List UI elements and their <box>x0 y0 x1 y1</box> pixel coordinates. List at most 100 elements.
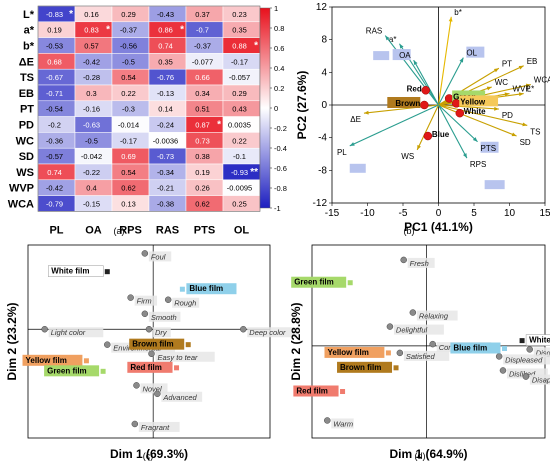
heatmap-cell-value: -0.73 <box>157 152 174 161</box>
film-point <box>174 365 180 371</box>
film-point <box>104 269 110 275</box>
film-point <box>502 346 508 352</box>
attribute-point <box>164 296 172 303</box>
attribute-label-box <box>138 421 180 432</box>
heatmap-cell-value: 0.0035 <box>228 121 251 130</box>
heatmap-cell-value: 0.57 <box>84 42 99 51</box>
loading-vector <box>438 104 478 143</box>
attribute-label-box <box>140 383 168 394</box>
panel-b-pca-biplot: -15 -10 -5 0 5 10 15 12 8 4 0 -4 -8 -12 PC1 (41.1%) PC2… <box>295 2 550 234</box>
attribute-point <box>154 390 161 398</box>
loading-label: PL <box>337 148 347 157</box>
x-axis-title: PC1 (41.1%) <box>404 220 473 234</box>
heatmap-cell-value: -0.43 <box>157 10 174 19</box>
attribute-point <box>324 417 331 424</box>
heatmap-cell-value: -0.5 <box>85 136 98 145</box>
film-label-box <box>450 342 501 354</box>
heatmap-cell-value: -0.79 <box>46 200 63 209</box>
attribute-label-box <box>161 391 203 402</box>
loading-arrowhead <box>459 57 464 63</box>
heatmap-cell-value: 0.54 <box>121 168 136 177</box>
attribute-label: Fresh <box>410 259 429 268</box>
attribute-label: Smooth <box>151 313 177 322</box>
attribute-label-box <box>506 368 548 379</box>
y-tick-label: -12 <box>313 198 328 209</box>
attribute-point <box>240 325 247 333</box>
attribute-label: Satisfied <box>406 352 436 361</box>
attribute-label-box <box>155 351 215 362</box>
sample-label: White <box>464 107 486 116</box>
legend-box <box>349 163 366 173</box>
significance-mark: * <box>180 25 184 36</box>
loading-label: RPS <box>470 160 486 169</box>
heatmap-row-label: TS <box>20 72 34 84</box>
heatmap-cell-value: -0.37 <box>120 26 137 35</box>
heatmap-cell-value: -0.15 <box>83 200 100 209</box>
loading-arrowhead <box>363 110 369 115</box>
attribute-point <box>104 341 111 348</box>
loading-vector <box>349 104 439 147</box>
attribute-label: Light color <box>51 328 86 337</box>
attribute-label-box <box>48 327 104 338</box>
loading-label: L* <box>527 85 535 94</box>
attribute-point <box>41 325 48 333</box>
colorbar-tick-label: -1 <box>274 204 281 213</box>
attribute-label-box <box>148 311 181 322</box>
heatmap-cell-value: -0.63 <box>83 121 100 130</box>
heatmap-row-label: WCA <box>8 199 34 211</box>
film-label-box <box>525 334 550 346</box>
attribute-label-box <box>134 295 158 306</box>
film-point <box>100 368 106 374</box>
film-label: Blue film <box>453 344 487 353</box>
film-point <box>519 338 525 344</box>
attribute-label: Foul <box>151 252 166 261</box>
heatmap-cell-value: 0.22 <box>232 136 247 145</box>
loading-vector <box>438 104 517 137</box>
attribute-label: Novel <box>142 384 162 393</box>
heatmap-cell-value: 0.74 <box>47 168 62 177</box>
loading-vector <box>438 57 464 106</box>
attribute-label: Delightful <box>396 326 428 335</box>
attribute-point <box>131 420 139 428</box>
heatmap-cell-value: 0.73 <box>195 136 210 145</box>
heatmap-cell-value: 0.43 <box>232 105 247 114</box>
heatmap-cell-value: 0.54 <box>121 73 136 82</box>
sample-point <box>444 94 454 103</box>
heatmap-cell-value: -0.2 <box>48 121 61 130</box>
attribute-point <box>386 323 394 330</box>
colorbar-tick-label: 0.4 <box>274 64 284 73</box>
film-point <box>347 280 353 286</box>
heatmap-cell-value: -0.42 <box>83 57 100 66</box>
heatmap-cell-value: 0.35 <box>232 26 247 35</box>
legend-box <box>373 51 390 61</box>
y-axis-title: PC2 (27.6%) <box>295 71 309 140</box>
heatmap-cell-value: 0.37 <box>195 10 210 19</box>
attribute-label: Easy to tear <box>158 353 199 362</box>
heatmap-cell-value: 0.25 <box>232 200 247 209</box>
film-label: Brown film <box>340 363 381 372</box>
loading-label: OL <box>466 49 477 58</box>
attribute-label: Relaxing <box>419 312 449 321</box>
heatmap-cell-value: -0.28 <box>83 73 100 82</box>
heatmap-col-label: RAS <box>156 224 179 236</box>
loading-arrowhead <box>448 16 453 22</box>
loading-vector <box>437 16 452 106</box>
film-label-box <box>127 361 173 373</box>
film-label: White film <box>529 336 550 345</box>
significance-mark: * <box>217 120 221 131</box>
x-tick-label: 0 <box>436 208 442 219</box>
y-tick-label: 4 <box>321 67 327 78</box>
heatmap-cell-value: 0.29 <box>232 89 247 98</box>
sample-label: Red <box>407 84 422 93</box>
heatmap-cell-value: 0.14 <box>158 105 173 114</box>
x-tick-label: -5 <box>399 208 408 219</box>
attribute-point <box>145 325 153 333</box>
heatmap-cell-value: 0.62 <box>195 200 210 209</box>
film-label: Yellow film <box>327 348 368 357</box>
loading-arrowhead <box>486 86 492 91</box>
attribute-point <box>526 346 533 353</box>
attribute-label: Advanced <box>162 393 197 402</box>
loading-arrowhead <box>511 132 517 137</box>
heatmap-cell-value: 0.35 <box>158 57 173 66</box>
y-tick-label: -4 <box>318 133 327 144</box>
